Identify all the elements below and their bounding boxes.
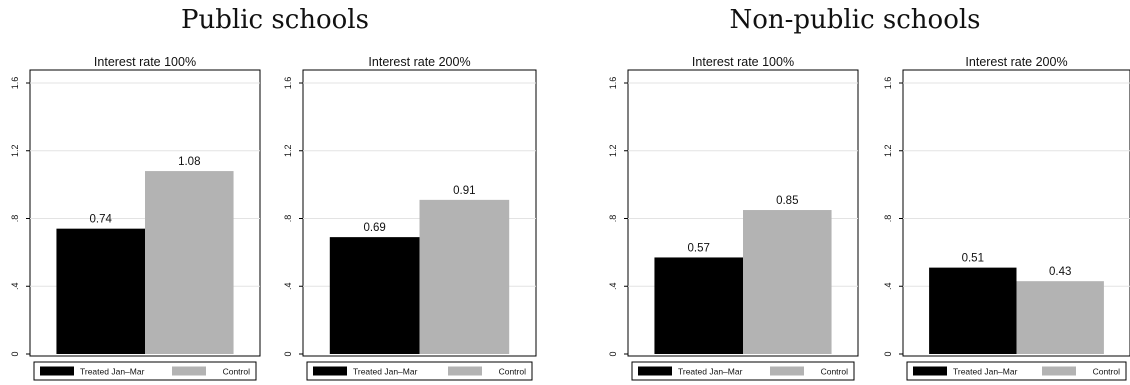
legend-swatch-treated: [40, 366, 74, 376]
legend-swatch-control: [770, 366, 804, 376]
legend-swatch-control: [1042, 366, 1076, 376]
bar-control: [743, 210, 832, 354]
data-label: 0.43: [1049, 266, 1071, 278]
y-tick-label: 0: [283, 351, 293, 356]
y-tick-label: .4: [10, 282, 20, 290]
panel-title: Interest rate 100%: [94, 55, 196, 69]
legend-swatch-treated: [313, 366, 347, 376]
chart-panel-1: Interest rate 100% 0 .4 .8 1.2 1.6 0.74 1.08 Tre…: [10, 55, 261, 381]
y-tick-label: .4: [883, 282, 893, 290]
legend-label-control: Control: [821, 367, 849, 377]
chart-panel-3: Interest rate 100% 0 .4 .8 1.2 1.6 0.57 0.85 Tre…: [608, 55, 859, 381]
legend-label-treated: Treated Jan–Mar: [353, 367, 418, 377]
data-label: 0.69: [363, 222, 385, 234]
chart-panel-2: Interest rate 200% 0 .4 .8 1.2 1.6 0.69 0.91 Tre…: [283, 55, 537, 381]
bar-treated: [329, 237, 420, 354]
y-tick-label: 1.2: [283, 144, 293, 157]
panel-title: Interest rate 100%: [692, 55, 794, 69]
panel-frame: [627, 69, 859, 357]
panel-title: Interest rate 200%: [368, 55, 470, 69]
group-title-public: Public schools: [181, 5, 369, 35]
group-title-nonpublic: Non-public schools: [729, 5, 980, 35]
data-label: 0.57: [688, 242, 710, 254]
bar-treated: [56, 228, 146, 354]
legend-label-control: Control: [499, 367, 527, 377]
y-tick-label: .8: [10, 215, 20, 223]
panel-title: Interest rate 200%: [965, 55, 1067, 69]
data-label: 1.08: [178, 156, 200, 168]
y-tick-label: 1.6: [10, 77, 20, 90]
bar-treated: [654, 257, 743, 354]
legend-swatch-treated: [638, 366, 672, 376]
y-tick-label: 1.2: [883, 144, 893, 157]
panel-frame: [302, 69, 537, 357]
y-tick-label: 1.2: [10, 144, 20, 157]
y-tick-label: 1.2: [608, 144, 618, 157]
data-label: 0.85: [776, 195, 798, 207]
bar-control: [1016, 281, 1104, 354]
y-tick-label: 1.6: [283, 77, 293, 90]
legend-label-treated: Treated Jan–Mar: [953, 367, 1018, 377]
y-tick-label: 0: [608, 351, 618, 356]
y-tick-label: .8: [883, 215, 893, 223]
legend-swatch-treated: [913, 366, 947, 376]
legend-label-control: Control: [1093, 367, 1121, 377]
panel-frame: [29, 69, 261, 357]
y-tick-label: 1.6: [608, 77, 618, 90]
legend-swatch-control: [448, 366, 482, 376]
bar-control: [419, 199, 510, 354]
y-tick-label: .8: [283, 215, 293, 223]
y-tick-label: .4: [608, 282, 618, 290]
y-tick-label: 0: [883, 351, 893, 356]
y-tick-label: .4: [283, 282, 293, 290]
legend-label-treated: Treated Jan–Mar: [80, 367, 145, 377]
data-label: 0.91: [453, 185, 475, 197]
y-tick-label: .8: [608, 215, 618, 223]
legend-swatch-control: [172, 366, 206, 376]
bar-treated: [929, 267, 1017, 354]
chart-panel-4: Interest rate 200% 0 .4 .8 1.2 1.6 0.51 0.43 Tre…: [883, 55, 1130, 381]
panel-frame: [902, 69, 1130, 357]
legend-label-treated: Treated Jan–Mar: [678, 367, 743, 377]
bar-control: [145, 171, 234, 354]
data-label: 0.51: [962, 253, 984, 265]
y-tick-label: 0: [10, 351, 20, 356]
y-tick-label: 1.6: [883, 77, 893, 90]
legend-label-control: Control: [223, 367, 251, 377]
data-label: 0.74: [90, 214, 113, 226]
